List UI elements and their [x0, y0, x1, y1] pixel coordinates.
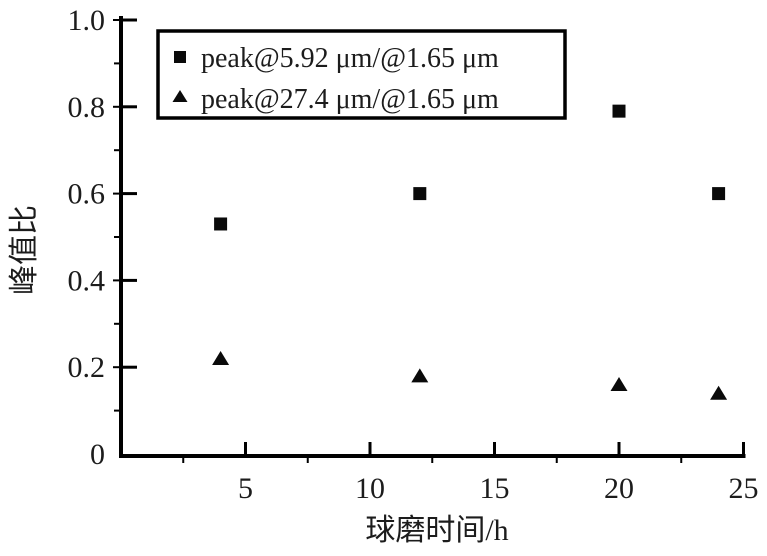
x-tick-label: 5: [238, 472, 253, 505]
legend-box: [156, 29, 567, 120]
x-axis-title: 球磨时间/h: [365, 514, 508, 547]
data-point-square: [413, 187, 427, 201]
y-tick-label: 0.6: [68, 178, 106, 211]
legend-marker-square: [174, 51, 186, 63]
legend-marker-triangle: [172, 90, 188, 102]
y-tick-label: 0: [90, 438, 105, 471]
y-tick-label: 0.4: [68, 264, 106, 297]
y-axis-title: 峰值比: [8, 205, 41, 295]
data-point-square: [214, 217, 228, 231]
x-tick-label: 15: [480, 472, 510, 505]
data-point-triangle: [710, 385, 728, 400]
legend-label-series1: peak@5.92 μm/@1.65 μm: [201, 43, 499, 74]
y-tick-label: 0.8: [68, 91, 106, 124]
data-point-square: [612, 104, 626, 118]
data-point-triangle: [212, 351, 230, 366]
y-tick-label: 0.2: [68, 351, 106, 384]
legend-label-series2: peak@27.4 μm/@1.65 μm: [201, 84, 499, 115]
data-point-triangle: [411, 368, 429, 383]
data-point-triangle: [610, 377, 628, 392]
x-tick-label: 25: [729, 472, 759, 505]
y-tick-label: 1.0: [68, 4, 106, 37]
x-tick-label: 10: [355, 472, 385, 505]
data-point-square: [712, 187, 726, 201]
x-tick-label: 20: [604, 472, 634, 505]
